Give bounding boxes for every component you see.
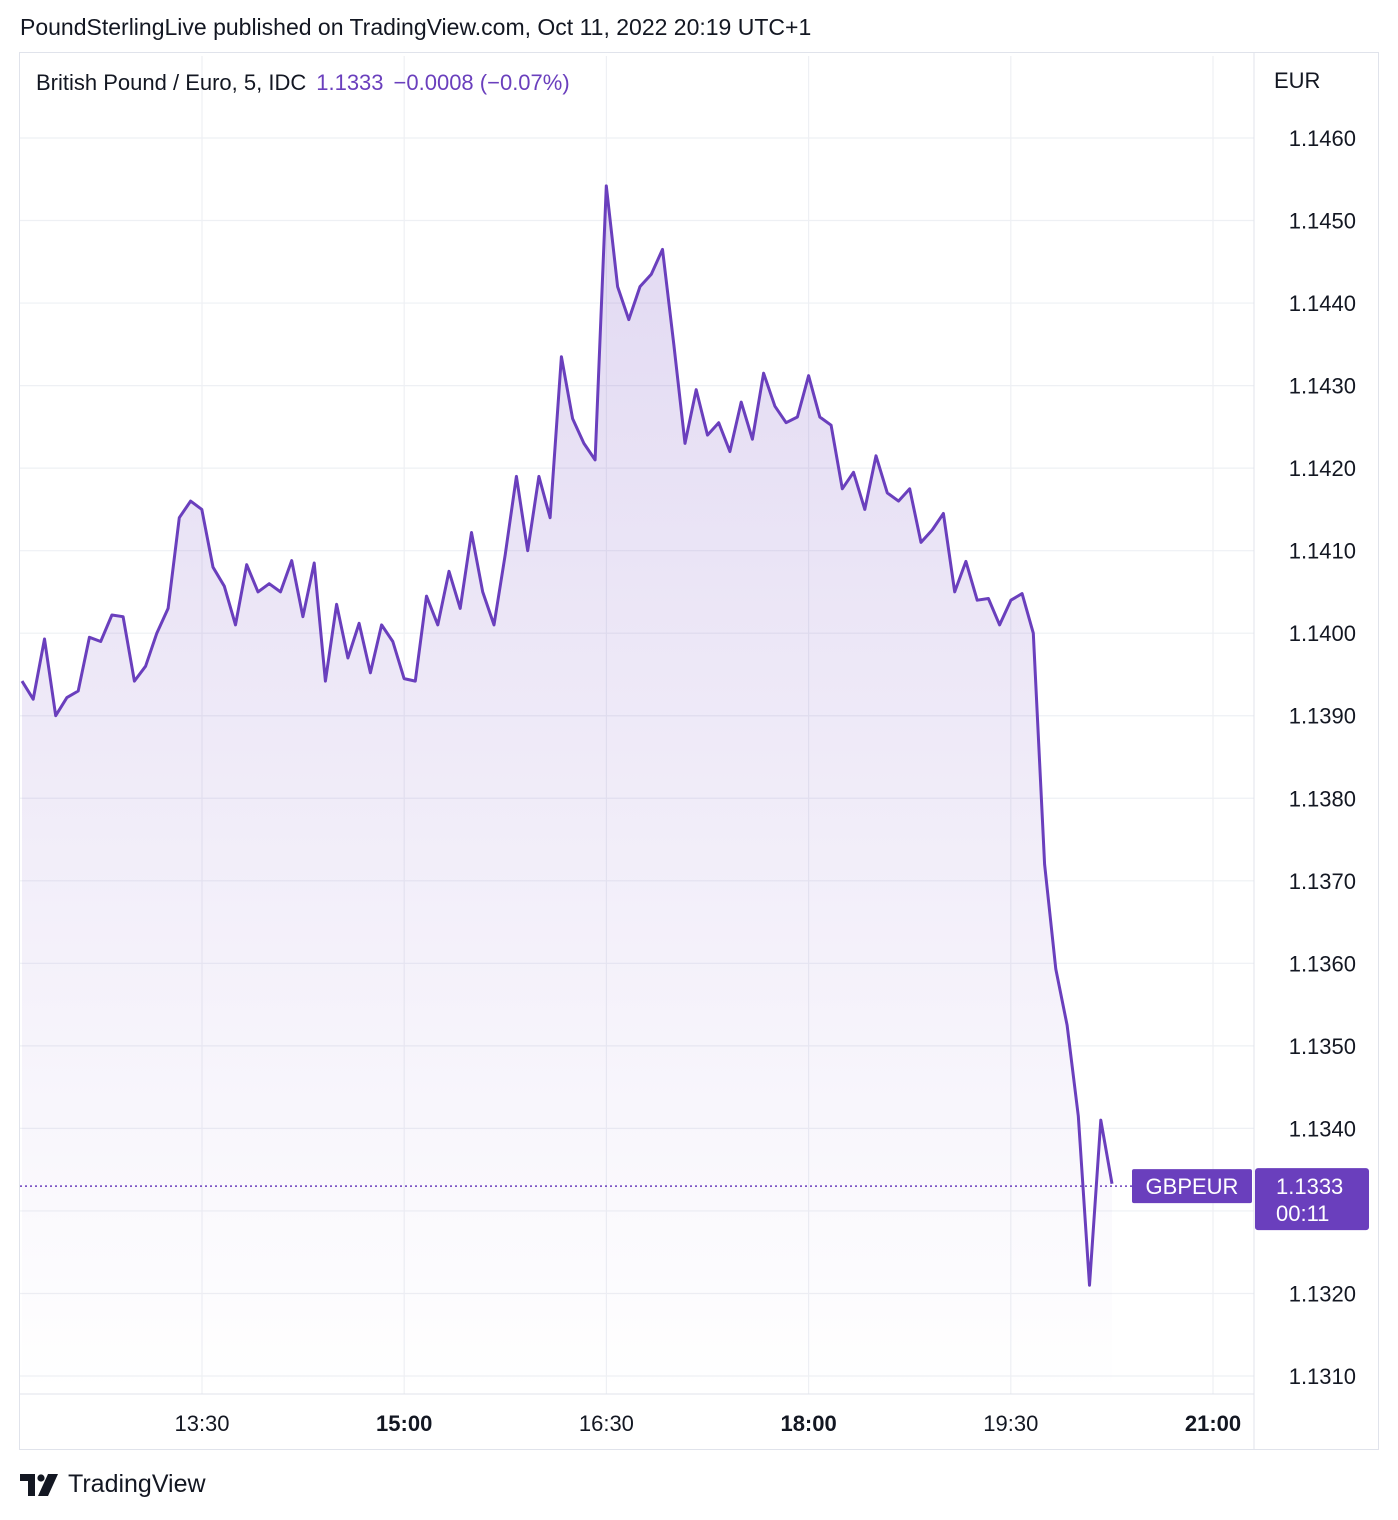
price-axis[interactable]: 1.1460 1.1450 1.1440 1.1430 1.1420 1.1410 1.14…: [1289, 126, 1356, 1389]
price-tick-label: 1.1440: [1289, 291, 1356, 316]
price-tick-label: 1.1420: [1289, 456, 1356, 481]
price-tick-label: 1.1310: [1289, 1364, 1356, 1389]
time-tick-label: 16:30: [579, 1411, 634, 1436]
time-tick-label: 18:00: [780, 1411, 836, 1436]
price-tick-label: 1.1320: [1289, 1281, 1356, 1306]
last-price-badge-bg: [1255, 1168, 1369, 1231]
price-tick-label: 1.1430: [1289, 374, 1356, 399]
price-tick-label: 1.1400: [1289, 621, 1356, 646]
legend-change: −0.0008 (−0.07%): [393, 70, 570, 95]
currency-label: EUR: [1274, 68, 1320, 93]
chart-legend[interactable]: British Pound / Euro, 5, IDC 1.1333 −0.000…: [36, 70, 570, 96]
symbol-badge[interactable]: GBPEUR: [1132, 1169, 1252, 1204]
price-tick-label: 1.1410: [1289, 539, 1356, 564]
legend-symbol: British Pound / Euro, 5, IDC: [36, 70, 307, 95]
time-tick-label: 19:30: [983, 1411, 1038, 1436]
tradingview-logo-icon: [20, 1473, 58, 1496]
bar-countdown: 00:11: [1276, 1201, 1329, 1226]
price-line[interactable]: [20, 184, 1114, 1287]
chart-frame: [19, 52, 1379, 1450]
symbol-badge-label: GBPEUR: [1146, 1174, 1239, 1199]
price-tick-label: 1.1450: [1289, 209, 1356, 234]
price-tick-label: 1.1380: [1289, 786, 1356, 811]
legend-last-price: 1.1333: [316, 70, 384, 95]
price-tick-label: 1.1350: [1289, 1034, 1356, 1059]
tradingview-wordmark: TradingView: [68, 1470, 206, 1498]
footer-branding[interactable]: TradingView: [20, 1470, 206, 1499]
last-price-badge[interactable]: 1.1333 00:11: [1255, 1168, 1369, 1231]
price-tick-label: 1.1460: [1289, 126, 1356, 151]
price-tick-label: 1.1360: [1289, 951, 1356, 976]
price-area-fill: [22, 185, 1112, 1394]
symbol-badge-bg: [1132, 1169, 1252, 1204]
last-price-value: 1.1333: [1276, 1174, 1343, 1199]
price-tick-label: 1.1370: [1289, 869, 1356, 894]
time-tick-label: 15:00: [376, 1411, 432, 1436]
time-tick-label: 13:30: [174, 1411, 229, 1436]
time-tick-label: 21:00: [1185, 1411, 1241, 1436]
price-tick-label: 1.1340: [1289, 1116, 1356, 1141]
price-tick-label: 1.1390: [1289, 704, 1356, 729]
time-axis[interactable]: 13:30 15:00 16:30 18:00 19:30 21:00: [174, 1411, 1241, 1436]
publisher-line: PoundSterlingLive published on TradingVi…: [20, 14, 812, 40]
